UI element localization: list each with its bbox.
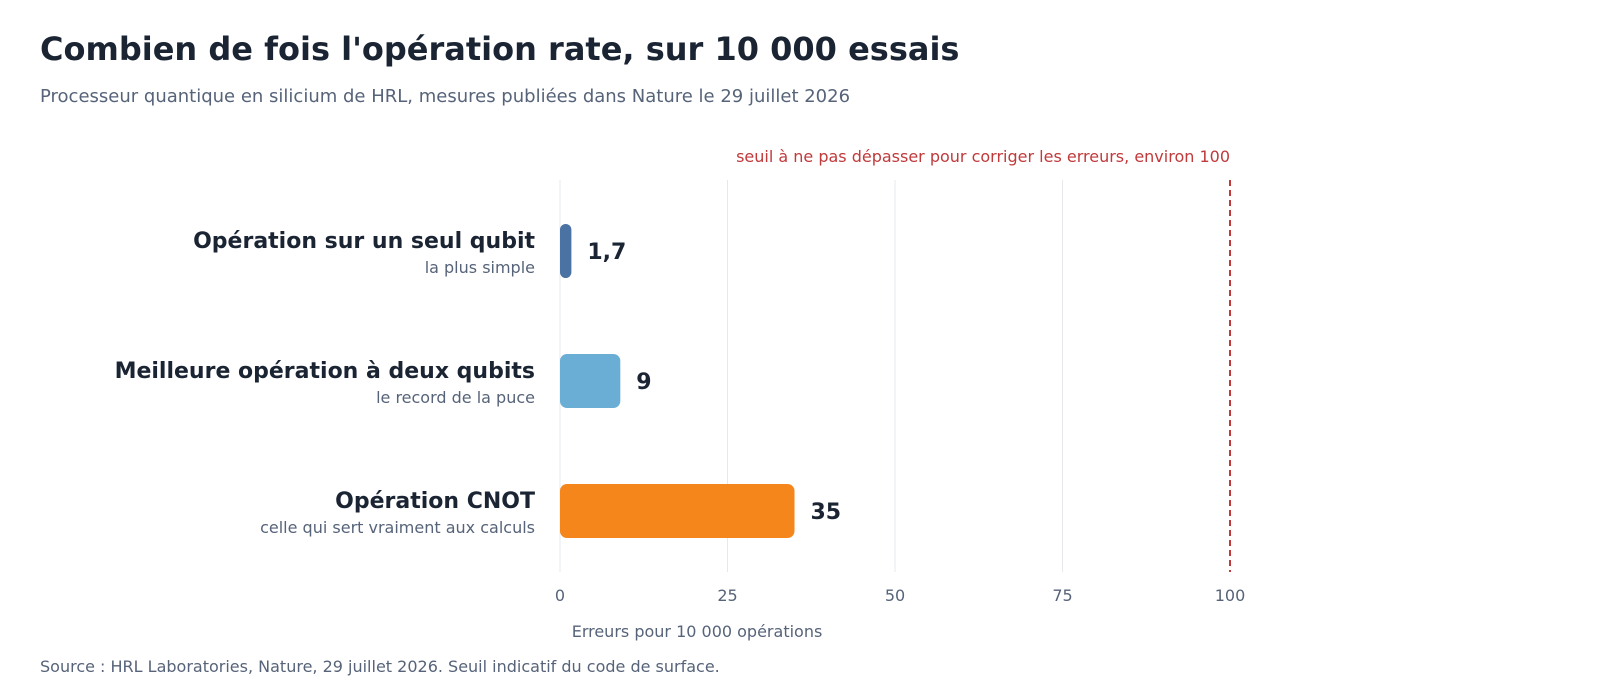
- category-label: Meilleure opération à deux qubits: [115, 359, 535, 384]
- chart-subtitle: Processeur quantique en silicium de HRL,…: [40, 86, 851, 107]
- bar: [560, 354, 621, 408]
- chart-title: Combien de fois l'opération rate, sur 10…: [40, 30, 960, 68]
- bar-value-label: 1,7: [587, 240, 626, 265]
- source-note: Source : HRL Laboratories, Nature, 29 ju…: [40, 657, 720, 676]
- category-note: la plus simple: [425, 258, 535, 277]
- bar-value-label: 35: [811, 500, 842, 525]
- x-tick-label: 0: [555, 586, 565, 605]
- threshold-marker: seuil à ne pas dépasser pour corriger le…: [736, 147, 1231, 572]
- bar: [560, 484, 795, 538]
- x-axis-label: Erreurs pour 10 000 opérations: [572, 622, 823, 641]
- x-axis-ticks: 0 25 50 75 100: [555, 586, 1245, 605]
- x-tick-label: 100: [1215, 586, 1246, 605]
- bar: [560, 224, 572, 278]
- category-labels: Opération sur un seul qubit la plus simpl…: [115, 229, 536, 537]
- threshold-label: seuil à ne pas dépasser pour corriger le…: [736, 147, 1230, 166]
- bar-value-label: 9: [636, 370, 651, 395]
- x-tick-label: 50: [885, 586, 905, 605]
- x-tick-label: 25: [717, 586, 737, 605]
- category-note: le record de la puce: [376, 388, 535, 407]
- bars: 1,7 9 35: [560, 224, 841, 538]
- x-tick-label: 75: [1052, 586, 1072, 605]
- category-label: Opération sur un seul qubit: [193, 229, 535, 254]
- category-note: celle qui sert vraiment aux calculs: [260, 518, 535, 537]
- category-label: Opération CNOT: [335, 489, 535, 514]
